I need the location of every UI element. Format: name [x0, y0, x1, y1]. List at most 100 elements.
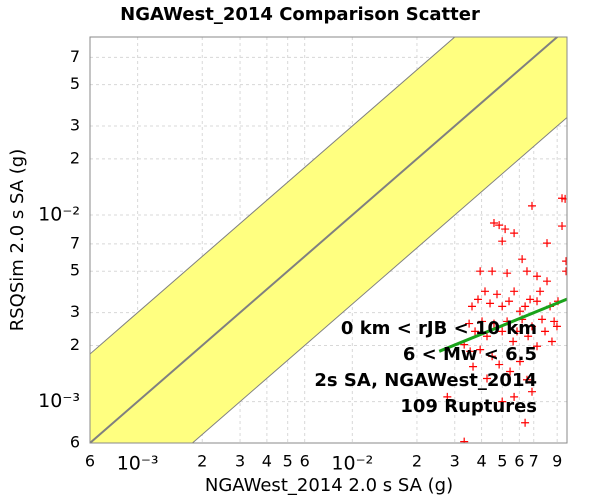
x-axis-label: NGAWest_2014 2.0 s SA (g): [205, 475, 453, 496]
scatter-point: [474, 295, 483, 304]
plot-frame: [89, 36, 568, 444]
scatter-point: [518, 255, 527, 264]
x-tick-label: 7: [529, 452, 539, 471]
scatter-point: [538, 315, 547, 324]
x-tick-label: 9: [552, 452, 562, 471]
scatter-point: [536, 287, 545, 296]
scatter-point: [509, 337, 518, 346]
x-tick-label: 2: [197, 452, 207, 471]
scatter-point: [552, 322, 561, 331]
annotation: 0 km < rJB < 10 km: [341, 318, 537, 339]
scatter-point: [562, 257, 567, 266]
x-tick-label: 6: [300, 452, 310, 471]
scatter-point: [495, 360, 504, 369]
y-tick-label: 5: [70, 261, 80, 280]
y-tick-label: 2: [70, 335, 80, 354]
scatter-point: [488, 352, 497, 361]
x-tick-label: 5: [497, 452, 507, 471]
y-tick-label: 6: [70, 433, 80, 452]
scatter-point: [515, 307, 524, 316]
scatter-point: [495, 221, 504, 230]
scatter-point: [506, 367, 515, 376]
scatter-point: [489, 319, 498, 328]
scatter-point: [468, 302, 477, 311]
y-tick-label: 10⁻²: [38, 204, 80, 226]
x-tick-label: 10⁻³: [117, 453, 159, 475]
y-axis-label: RSQSim 2.0 s SA (g): [7, 149, 28, 332]
scatter-point: [522, 375, 531, 384]
scatter-point: [489, 219, 498, 228]
scatter-point: [505, 297, 514, 306]
scatter-point: [501, 225, 510, 234]
scatter-point: [521, 302, 530, 311]
scatter-point: [493, 290, 501, 299]
scatter-point: [443, 392, 452, 401]
scatter-point: [488, 267, 497, 276]
scatter-point: [547, 337, 556, 346]
scatter-point: [483, 332, 492, 341]
scatter-point: [460, 437, 469, 443]
scatter-point: [562, 267, 567, 276]
y-tick-label: 7: [70, 47, 80, 66]
scatter-point: [510, 392, 519, 401]
annotation: 109 Ruptures: [400, 396, 537, 417]
annotation: 2s SA, NGAWest_2014: [314, 370, 537, 391]
scatter-point: [498, 302, 507, 311]
x-tick-label: 2: [412, 452, 422, 471]
scatter-point: [541, 327, 550, 336]
scatter-point: [561, 194, 567, 203]
x-tick-label: 3: [450, 452, 460, 471]
y-tick-label: 10⁻³: [38, 390, 80, 412]
scatter-point: [526, 295, 535, 304]
scatter-point: [558, 222, 567, 231]
scatter-point: [469, 362, 478, 371]
y-tick-label: 3: [70, 116, 80, 135]
scatter-point: [527, 201, 536, 210]
chart-title: NGAWest_2014 Comparison Scatter: [120, 4, 480, 25]
x-tick-label: 3: [235, 452, 245, 471]
scatter-point: [524, 332, 533, 341]
scatter-point: [515, 357, 524, 366]
scatter-point: [522, 267, 531, 276]
scatter-point: [498, 397, 507, 406]
scatter-point: [510, 229, 519, 238]
scatter-point: [466, 347, 475, 356]
scatter-point: [550, 317, 559, 326]
scatter-point: [533, 342, 542, 351]
scatter-point: [486, 299, 495, 308]
scatter-point: [498, 237, 507, 246]
scatter-point: [481, 287, 489, 296]
scatter-point: [533, 297, 542, 306]
y-tick-label: 3: [70, 302, 80, 321]
x-tick-label: 6: [85, 452, 95, 471]
fit-line: [438, 297, 567, 353]
scatter-point: [513, 327, 522, 336]
x-tick-label: 4: [262, 452, 272, 471]
y-tick-label: 7: [70, 233, 80, 252]
scatter-point: [533, 272, 542, 281]
scatter-point: [543, 277, 552, 286]
scatter-point: [478, 317, 487, 326]
scatter-point: [476, 345, 485, 354]
x-tick-label: 4: [476, 452, 486, 471]
scatter-point: [521, 418, 530, 427]
scatter-point: [476, 267, 485, 276]
scatter-point: [498, 327, 507, 336]
y-tick-label: 2: [70, 148, 80, 167]
x-tick-label: 10⁻²: [331, 453, 373, 475]
scatter-point: [527, 387, 536, 396]
scatter-point: [510, 287, 519, 296]
y-tick-label: 5: [70, 74, 80, 93]
annotation: 6 < Mw < 6.5: [403, 344, 537, 365]
x-tick-label: 6: [514, 452, 524, 471]
x-tick-label: 5: [283, 452, 293, 471]
scatter-point: [465, 319, 474, 328]
scatter-point: [527, 322, 536, 331]
scatter-point: [483, 374, 492, 383]
scatter-point: [543, 239, 552, 248]
